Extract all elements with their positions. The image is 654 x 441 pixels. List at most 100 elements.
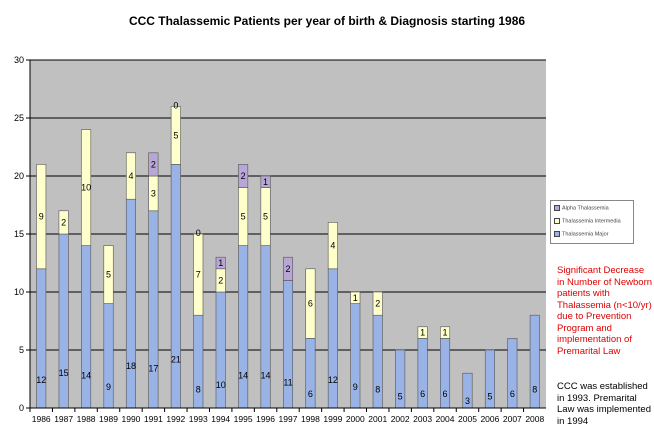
- x-tick-label: 1997: [279, 414, 298, 424]
- y-tick-label: 25: [14, 113, 24, 123]
- bar-intermedia-1992: [170, 106, 181, 165]
- data-label-intermedia: 2: [375, 299, 380, 309]
- data-label-major: 18: [126, 361, 136, 371]
- data-label-intermedia: 1: [353, 293, 358, 303]
- bar-major-1988: [81, 245, 92, 409]
- y-tick-label: 30: [14, 55, 24, 65]
- bar-intermedia-1988: [81, 129, 92, 246]
- x-tick-label: 1993: [189, 414, 208, 424]
- data-label-major: 9: [106, 382, 111, 392]
- data-label-major: 21: [171, 354, 181, 364]
- x-tick-label: 2002: [391, 414, 410, 424]
- x-tick-label: 1996: [256, 414, 275, 424]
- bar-alpha-1991: [148, 152, 159, 177]
- x-tick-label: 1986: [32, 414, 51, 424]
- x-tick-label: 1991: [144, 414, 163, 424]
- legend-label-major: Thalassemia Major: [562, 231, 609, 238]
- x-tick-label: 2008: [525, 414, 544, 424]
- chart-title: CCC Thalassemic Patients per year of bir…: [128, 14, 526, 28]
- bar-intermedia-2003: [417, 326, 428, 339]
- x-tick-label: 2007: [503, 414, 522, 424]
- legend-item-intermedia: Thalassemia Intermedia: [554, 218, 621, 224]
- legend-swatch-alpha: [554, 205, 560, 211]
- data-label-major: 6: [510, 389, 515, 399]
- x-tick-label: 1992: [166, 414, 185, 424]
- x-tick-label: 1995: [234, 414, 253, 424]
- decrease-annotation: Significant Decrease in Number of Newbor…: [557, 265, 653, 357]
- data-label-intermedia: 1: [420, 328, 425, 338]
- bar-intermedia-1986: [36, 164, 47, 270]
- bar-intermedia-1999: [327, 222, 338, 270]
- data-label-intermedia: 5: [173, 130, 178, 140]
- legend-item-alpha: Alpha Thalassemia: [554, 205, 609, 211]
- bar-alpha-1997: [282, 256, 294, 281]
- y-tick-label: 5: [19, 345, 24, 355]
- data-label-intermedia: 5: [106, 270, 111, 280]
- data-label-major: 6: [308, 389, 313, 399]
- data-label-intermedia: 4: [128, 171, 133, 181]
- bar-intermedia-1987: [58, 210, 69, 235]
- data-label-intermedia: 4: [330, 241, 335, 251]
- x-tick-label: 1994: [211, 414, 230, 424]
- y-tick-label: 20: [14, 171, 24, 181]
- bar-intermedia-1989: [103, 245, 114, 304]
- data-label-intermedia: 9: [39, 212, 44, 222]
- legend-item-major: Thalassemia Major: [554, 231, 608, 237]
- data-label-major: 14: [81, 371, 91, 381]
- data-label-alpha: 0: [196, 228, 201, 238]
- data-label-intermedia: 1: [443, 328, 448, 338]
- data-label-intermedia: 3: [151, 188, 156, 198]
- bar-major-1991: [148, 210, 159, 409]
- bar-major-1996: [260, 245, 271, 409]
- legend-swatch-major: [554, 231, 560, 237]
- data-label-major: 8: [532, 384, 537, 394]
- x-tick-label: 2001: [368, 414, 387, 424]
- data-label-intermedia: 10: [81, 183, 91, 193]
- data-label-intermedia: 7: [196, 270, 201, 280]
- data-label-major: 6: [443, 389, 448, 399]
- bar-major-1999: [327, 268, 338, 409]
- x-tick-label: 1989: [99, 414, 118, 424]
- x-tick-label: 2006: [480, 414, 499, 424]
- bar-major-1986: [36, 268, 47, 409]
- data-label-major: 17: [148, 364, 158, 374]
- bar-alpha-1995: [238, 164, 249, 188]
- data-label-intermedia: 5: [263, 212, 268, 222]
- bar-major-1994: [215, 291, 226, 409]
- data-label-major: 15: [59, 368, 69, 378]
- x-tick-label: 1988: [77, 414, 96, 424]
- bar-intermedia-2001: [372, 291, 383, 316]
- x-tick-label: 2003: [413, 414, 432, 424]
- data-label-alpha: 2: [285, 264, 290, 274]
- legend: Alpha Thalassemia Thalassemia Intermedia…: [550, 200, 634, 244]
- x-tick-label: 2000: [346, 414, 365, 424]
- x-axis-ticks: 1986 1987 1988 1989 1990 1991 1992 1993 1994 1995…: [29, 408, 545, 424]
- bar-intermedia-2000: [350, 291, 361, 304]
- bar-major-1995: [238, 245, 249, 409]
- bar-major-1992: [170, 164, 181, 409]
- bar-major-1987: [58, 233, 69, 409]
- data-label-intermedia: 2: [61, 217, 66, 227]
- x-tick-label: 1998: [301, 414, 320, 424]
- data-label-major: 8: [375, 384, 380, 394]
- y-axis-ticks: 0 5 10 15 20 25 30: [14, 55, 30, 413]
- data-label-alpha: 1: [218, 258, 223, 268]
- data-label-major: 5: [398, 391, 403, 401]
- bar-major-2000: [350, 303, 361, 409]
- data-label-major: 9: [353, 382, 358, 392]
- bar-major-1990: [125, 198, 136, 409]
- bar-major-1997: [282, 280, 294, 409]
- data-label-major: 8: [196, 384, 201, 394]
- bar-intermedia-1998: [305, 268, 316, 339]
- y-tick-label: 0: [19, 403, 24, 413]
- legend-label-alpha: Alpha Thalassemia: [562, 205, 609, 212]
- data-label-major: 5: [487, 391, 492, 401]
- x-tick-label: 1990: [121, 414, 140, 424]
- data-label-major: 11: [283, 377, 292, 387]
- data-label-intermedia: 6: [308, 299, 313, 309]
- bar-intermedia-2004: [440, 326, 451, 339]
- data-label-intermedia: 5: [241, 212, 246, 222]
- x-tick-label: 2005: [458, 414, 477, 424]
- data-label-alpha: 2: [151, 159, 156, 169]
- bar-major-1989: [103, 303, 114, 409]
